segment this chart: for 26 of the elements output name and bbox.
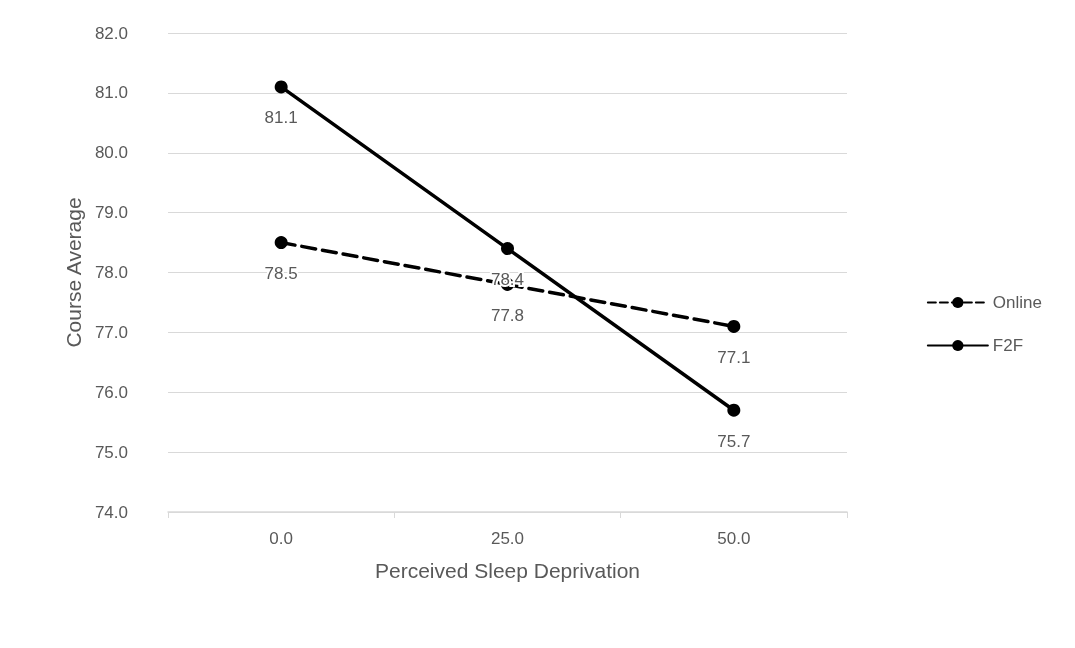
- point: [501, 242, 514, 256]
- data-label: 78.5: [264, 264, 298, 284]
- data-label: 81.1: [264, 108, 298, 128]
- y-tick-label: 82.0: [94, 23, 128, 43]
- y-tick-label: 76.0: [94, 382, 128, 402]
- data-label: 77.8: [490, 305, 525, 325]
- point: [274, 236, 288, 250]
- y-tick-label: 77.0: [94, 322, 128, 342]
- point: [727, 319, 741, 333]
- legend-label: F2F: [992, 336, 1024, 355]
- y-tick-label: 79.0: [94, 203, 128, 223]
- x-tick-label: 50.0: [717, 529, 751, 548]
- x-tick-label: 25.0: [490, 529, 525, 548]
- data-label: 75.7: [717, 431, 751, 451]
- data-label: 77.1: [717, 347, 751, 367]
- point: [274, 80, 288, 94]
- y-tick-label: 81.0: [94, 83, 128, 103]
- y-axis-title: Course Average: [62, 197, 86, 348]
- y-tick-label: 74.0: [94, 502, 128, 522]
- y-tick-label: 80.0: [94, 143, 128, 163]
- x-axis-title: Perceived Sleep Deprivation: [375, 559, 640, 582]
- legend-label: Online: [992, 293, 1042, 312]
- y-tick-label: 75.0: [94, 442, 128, 462]
- point: [727, 403, 741, 417]
- y-tick-label: 78.0: [94, 263, 128, 282]
- x-tick-label: 0.0: [269, 529, 293, 548]
